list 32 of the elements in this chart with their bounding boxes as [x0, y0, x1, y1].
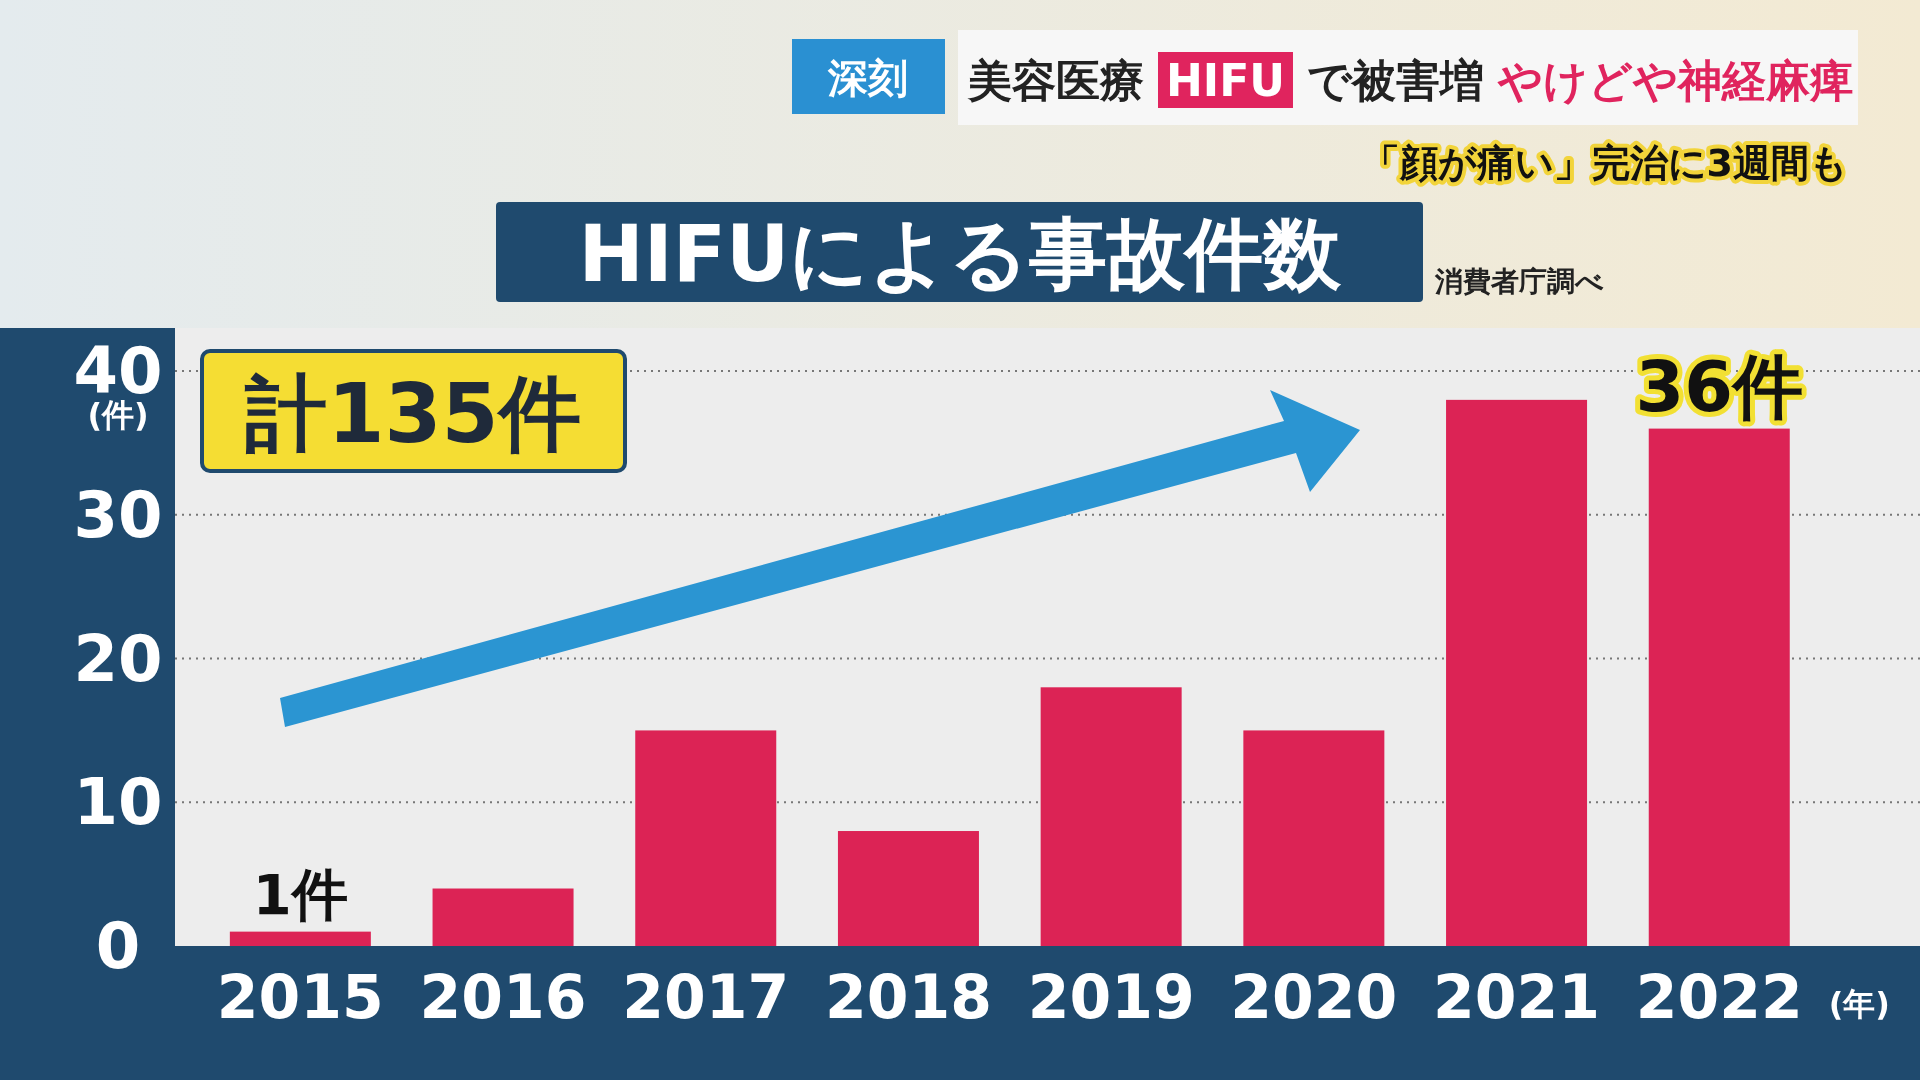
- text: やけどや神経麻痺: [1496, 54, 1854, 106]
- bar: [1648, 428, 1790, 946]
- bar: [1040, 687, 1182, 946]
- y-tick-label: 10: [73, 765, 163, 840]
- bar: [432, 888, 574, 946]
- y-tick-label: 30: [73, 477, 163, 552]
- x-tick-label: 2016: [419, 962, 587, 1032]
- bar: [1243, 730, 1385, 946]
- x-axis-title: (年): [1828, 985, 1890, 1023]
- text: 美容医療: [967, 54, 1144, 106]
- x-tick-label: 2020: [1230, 962, 1398, 1032]
- bar: [1446, 399, 1588, 946]
- text: 深刻: [827, 55, 908, 101]
- data-label: 36件: [1635, 345, 1803, 428]
- text: 「顔が痛い」完治に3週間も: [1361, 141, 1848, 185]
- x-tick-label: 2018: [824, 962, 992, 1032]
- x-tick-label: 2019: [1027, 962, 1195, 1032]
- x-tick-label: 2015: [216, 962, 384, 1032]
- y-tick-label: 20: [73, 621, 163, 696]
- text: HIFU: [1166, 54, 1285, 106]
- bar: [229, 931, 371, 946]
- x-tick-label: 2017: [622, 962, 790, 1032]
- text: で被害増: [1306, 54, 1484, 106]
- annotation: 計135件: [244, 365, 581, 461]
- chart-title: HIFUによる事故件数: [578, 209, 1343, 299]
- x-tick-label: 2021: [1433, 962, 1601, 1032]
- bar: [635, 730, 777, 946]
- data-label: 1件: [252, 861, 348, 927]
- x-tick-label: 2022: [1635, 962, 1803, 1032]
- bar: [837, 831, 979, 946]
- text: 消費者庁調べ: [1434, 264, 1604, 298]
- y-tick-label: 0: [95, 909, 141, 983]
